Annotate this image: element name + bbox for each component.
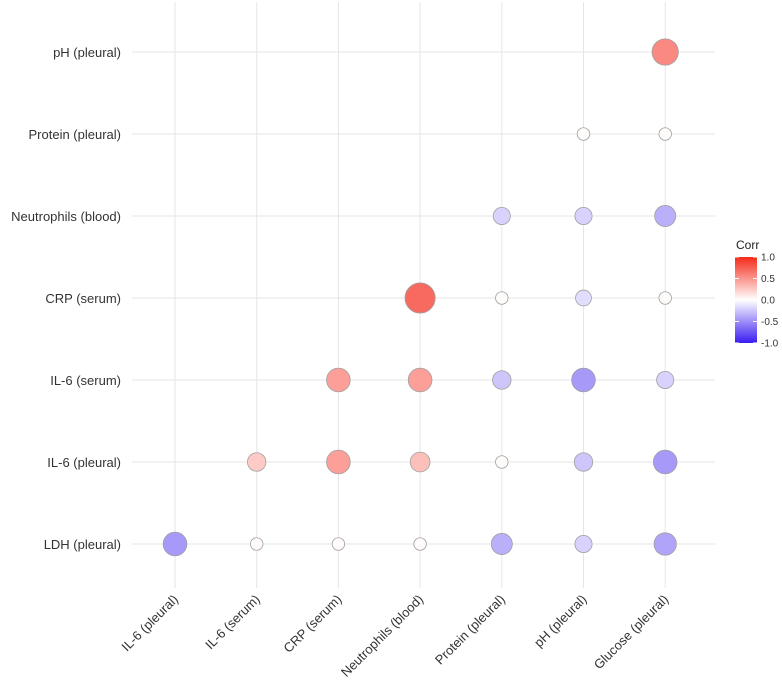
- correlation-point: [492, 206, 511, 225]
- correlation-point: [658, 127, 672, 141]
- correlation-point: [495, 291, 509, 305]
- legend-tick-label: -1.0: [761, 339, 779, 350]
- x-axis-labels: IL-6 (pleural) IL-6 (serum) CRP (serum)Neu…: [118, 592, 671, 680]
- y-tick-label: CRP (serum): [45, 291, 121, 306]
- correlation-point: [575, 289, 592, 307]
- x-tick-label: pH (pleural): [531, 592, 590, 651]
- correlation-point: [490, 533, 513, 555]
- y-axis-labels: pH (pleural) Protein (pleural) Neutrophils…: [11, 45, 121, 552]
- correlation-point: [407, 367, 433, 393]
- correlation-point: [654, 205, 677, 227]
- correlation-point: [656, 370, 675, 389]
- legend-tick-label: -0.5: [761, 317, 779, 328]
- correlation-points: [162, 38, 679, 557]
- y-tick-label: Neutrophils (blood): [11, 209, 121, 224]
- correlation-point: [250, 537, 264, 551]
- correlation-point: [247, 452, 267, 472]
- y-tick-label: pH (pleural): [53, 45, 121, 60]
- x-tick-label: Glucose (pleural): [591, 592, 672, 673]
- x-tick-label: Neutrophils (blood): [338, 592, 426, 680]
- x-tick-label: CRP (serum): [280, 592, 344, 656]
- correlation-point: [413, 537, 427, 551]
- correlation-point: [653, 532, 677, 556]
- legend-colorbar: [735, 257, 757, 343]
- legend-tick-label: 0.5: [761, 274, 775, 285]
- correlation-point: [404, 282, 436, 314]
- correlation-point: [331, 537, 346, 551]
- correlation-point: [652, 449, 678, 475]
- correlation-point: [576, 127, 591, 141]
- color-legend: Corr 1.0 0.5 0.0 -0.5 -1.0: [735, 238, 779, 350]
- y-tick-label: LDH (pleural): [44, 537, 121, 552]
- correlation-point: [495, 455, 509, 469]
- correlation-point: [573, 452, 594, 472]
- correlation-point: [571, 367, 596, 393]
- correlation-point: [492, 370, 512, 390]
- legend-tick-label: 1.0: [761, 253, 775, 264]
- x-tick-label: IL-6 (pleural): [118, 592, 181, 655]
- x-tick-label: Protein (pleural): [432, 592, 508, 668]
- y-tick-label: IL-6 (serum): [50, 373, 121, 388]
- legend-tick-label: 0.0: [761, 296, 775, 307]
- correlation-point: [574, 206, 593, 225]
- correlation-point: [651, 38, 679, 66]
- correlation-point: [162, 531, 188, 557]
- y-tick-label: Protein (pleural): [29, 127, 122, 142]
- correlation-point: [326, 367, 351, 393]
- x-tick-label: IL-6 (serum): [202, 592, 263, 653]
- y-tick-label: IL-6 (pleural): [47, 455, 121, 470]
- correlation-point: [409, 451, 431, 473]
- correlation-point: [326, 449, 351, 475]
- correlation-point: [574, 535, 593, 554]
- legend-title: Corr: [736, 238, 759, 252]
- correlation-point: [658, 291, 672, 305]
